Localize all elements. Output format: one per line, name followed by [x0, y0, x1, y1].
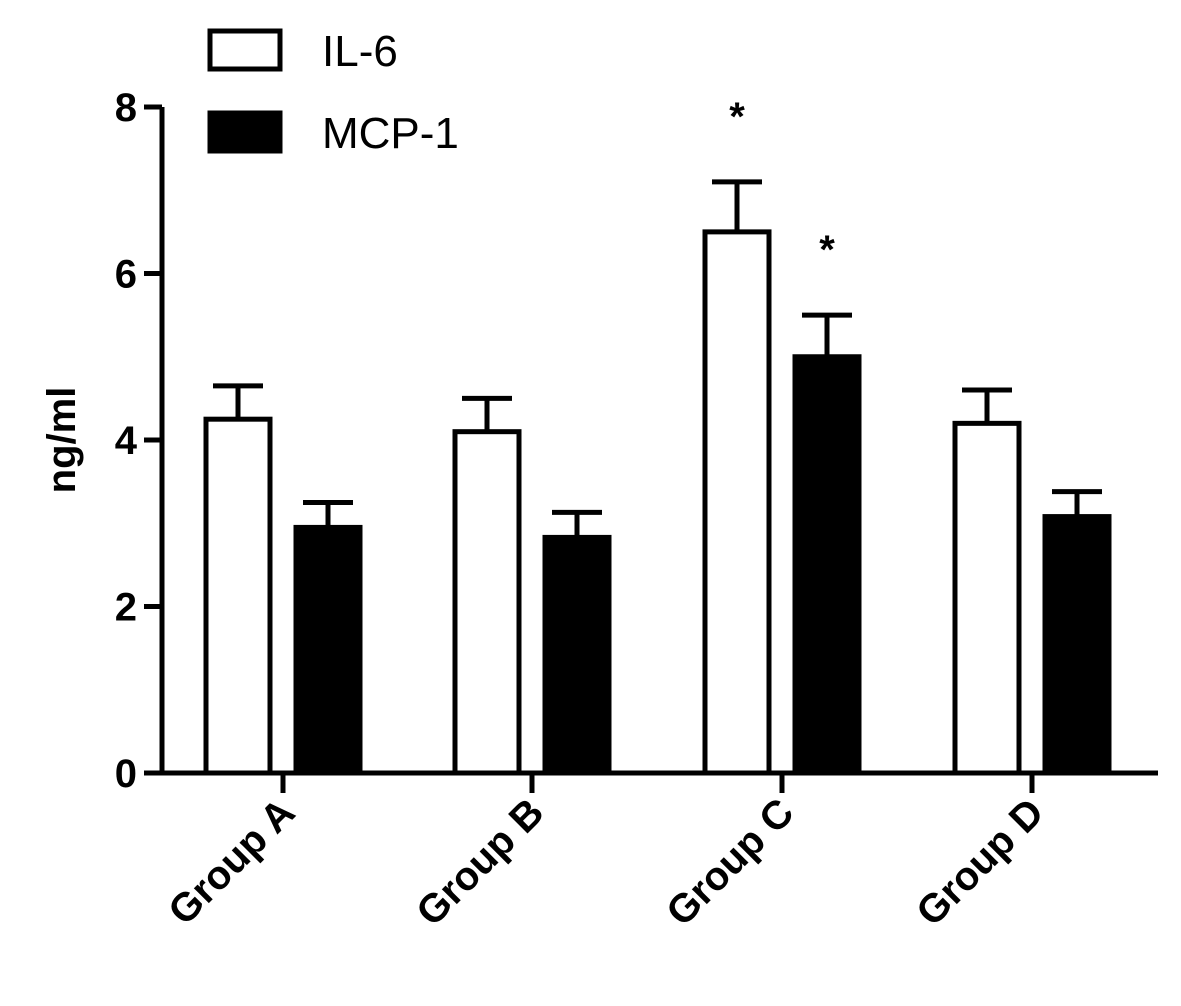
x-tick-label: Group C — [658, 790, 802, 934]
legend-swatch-il6 — [207, 28, 283, 72]
legend-swatch-mcp1 — [207, 110, 283, 154]
y-tick-label: 4 — [115, 419, 138, 463]
plot-area: 0 2 4 6 8 Group A Group B Group C Group D * * — [115, 86, 1158, 934]
y-tick-label: 2 — [115, 586, 137, 630]
bar-il6 — [702, 229, 772, 776]
x-tick-label: Group A — [160, 790, 303, 933]
bar-mcp1 — [293, 524, 363, 776]
y-tick-label: 8 — [115, 86, 137, 130]
legend-label-mcp1: MCP-1 — [322, 109, 459, 158]
bar-il6 — [952, 420, 1022, 776]
x-tick-label: Group B — [408, 790, 552, 934]
bar-il6 — [203, 416, 273, 776]
significance-marker: * — [819, 228, 835, 272]
legend: IL-6 MCP-1 — [207, 27, 459, 158]
bar-mcp1 — [792, 354, 862, 776]
significance-marker: * — [729, 95, 745, 139]
y-axis-label: ng/ml — [40, 387, 84, 494]
y-tick-label: 6 — [115, 253, 137, 297]
bar-mcp1 — [542, 534, 612, 776]
y-tick-label: 0 — [115, 752, 137, 796]
bar-il6 — [452, 429, 522, 776]
bar-mcp1 — [1042, 514, 1112, 776]
legend-label-il6: IL-6 — [322, 27, 398, 76]
x-tick-label: Group D — [908, 790, 1052, 934]
